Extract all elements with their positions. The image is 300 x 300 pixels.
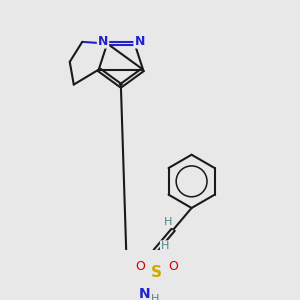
Text: H: H (151, 294, 159, 300)
Text: N: N (98, 34, 108, 48)
Text: S: S (151, 266, 162, 280)
Text: H: H (161, 241, 169, 251)
Text: N: N (134, 34, 145, 48)
Text: N: N (139, 287, 151, 300)
Text: O: O (168, 260, 178, 273)
Text: O: O (135, 260, 145, 273)
Text: H: H (164, 217, 172, 227)
